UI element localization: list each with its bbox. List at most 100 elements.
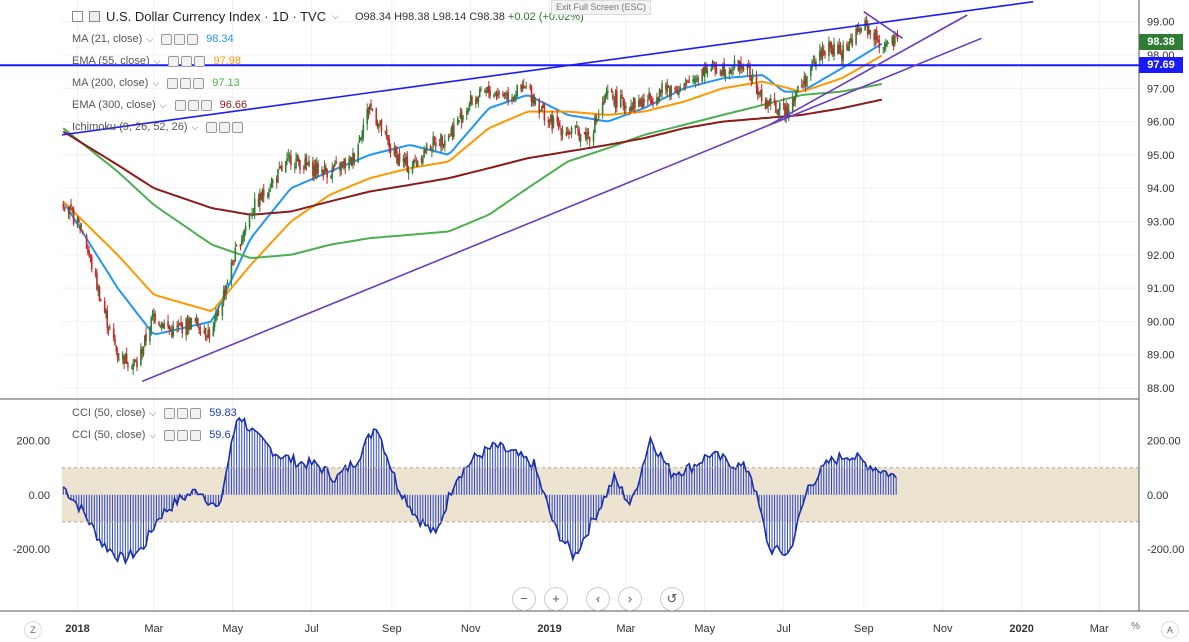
close-icon[interactable] bbox=[190, 429, 202, 441]
timezone-button[interactable]: Z bbox=[24, 621, 42, 639]
indicator-legend-row[interactable]: CCI (50, close) ⌵ 59.83 bbox=[72, 407, 237, 419]
candle-body bbox=[370, 104, 372, 107]
scroll-forward-button[interactable]: › bbox=[618, 587, 642, 611]
indicator-legend-row[interactable]: EMA (300, close) ⌵ 96.66 bbox=[72, 99, 247, 111]
chevron-down-icon[interactable]: ⌵ bbox=[149, 429, 157, 440]
candle-body bbox=[892, 37, 895, 46]
chevron-down-icon[interactable]: ⌵ bbox=[149, 407, 157, 418]
candle-body bbox=[420, 158, 423, 163]
cci-overbought-oversold-band bbox=[62, 467, 1139, 522]
close-icon[interactable] bbox=[193, 77, 205, 89]
candle-body bbox=[764, 101, 767, 109]
chevron-down-icon[interactable]: ⌵ bbox=[191, 121, 199, 132]
settings-icon[interactable] bbox=[180, 77, 192, 89]
indicator-control-icons[interactable] bbox=[206, 121, 244, 133]
chevron-down-icon[interactable]: ⌵ bbox=[152, 77, 160, 88]
candle-body bbox=[371, 108, 374, 111]
candle-body bbox=[821, 48, 824, 59]
chevron-down-icon[interactable]: ⌵ bbox=[153, 55, 161, 66]
reset-chart-button[interactable]: ↺ bbox=[660, 587, 684, 611]
candle-body bbox=[515, 96, 517, 98]
indicator-control-icons[interactable] bbox=[168, 55, 206, 67]
eye-icon[interactable] bbox=[164, 429, 176, 441]
candle-body bbox=[425, 143, 428, 151]
zoom-out-button[interactable]: − bbox=[512, 587, 536, 611]
scroll-back-button[interactable]: ‹ bbox=[586, 587, 610, 611]
candle-body bbox=[97, 286, 100, 292]
settings-icon[interactable] bbox=[174, 33, 186, 45]
candle-body bbox=[703, 66, 706, 78]
candle-body bbox=[358, 136, 361, 143]
indicator-legend-row[interactable]: EMA (55, close) ⌵ 97.98 bbox=[72, 55, 241, 67]
candle-body bbox=[331, 167, 334, 178]
close-icon[interactable] bbox=[194, 55, 206, 67]
auto-scale-button[interactable]: A bbox=[1161, 621, 1179, 639]
candle-body bbox=[194, 319, 197, 321]
candle-body bbox=[592, 133, 595, 142]
candle-body bbox=[62, 203, 65, 208]
symbol-title[interactable]: U.S. Dollar Currency Index · 1D · TVC bbox=[106, 9, 327, 24]
candle-body bbox=[296, 155, 299, 161]
settings-icon[interactable] bbox=[177, 429, 189, 441]
eye-icon[interactable] bbox=[174, 99, 186, 111]
eye-icon[interactable] bbox=[206, 121, 218, 133]
candle-body bbox=[614, 92, 617, 107]
candle-body bbox=[243, 229, 246, 237]
cci-axis: 200.00 200.00 0.00 0.00 -200.00 -200.00 bbox=[13, 436, 1185, 556]
candle-body bbox=[268, 192, 270, 197]
candle-body bbox=[387, 134, 389, 141]
candle-body bbox=[568, 130, 570, 135]
candle-body bbox=[601, 102, 604, 114]
candle-body bbox=[348, 158, 350, 169]
chevron-down-icon[interactable]: ⌵ bbox=[146, 33, 154, 44]
close-icon[interactable] bbox=[232, 121, 244, 133]
candle-body bbox=[330, 176, 332, 179]
percent-scale-button[interactable]: % bbox=[1131, 621, 1140, 632]
candle-body bbox=[676, 92, 679, 95]
candle-body bbox=[453, 124, 455, 137]
indicator-control-icons[interactable] bbox=[161, 33, 199, 45]
price-candles bbox=[62, 15, 899, 375]
candle-body bbox=[756, 87, 759, 96]
eye-icon[interactable] bbox=[161, 33, 173, 45]
close-icon[interactable] bbox=[200, 99, 212, 111]
candle-body bbox=[253, 198, 256, 213]
indicator-control-icons[interactable] bbox=[174, 99, 212, 111]
settings-icon[interactable] bbox=[187, 99, 199, 111]
candle-body bbox=[222, 290, 225, 302]
eye-icon[interactable] bbox=[168, 55, 180, 67]
candle-body bbox=[109, 326, 111, 328]
candle-body bbox=[203, 330, 206, 333]
zoom-in-button[interactable]: + bbox=[544, 587, 568, 611]
candle-body bbox=[81, 231, 84, 234]
candle-body bbox=[634, 99, 636, 109]
price-tick-label: 88.00 bbox=[1147, 383, 1175, 395]
indicator-control-icons[interactable] bbox=[164, 407, 202, 419]
chevron-down-icon[interactable]: ⌵ bbox=[332, 11, 339, 21]
indicator-control-icons[interactable] bbox=[167, 77, 205, 89]
indicator-legend-row[interactable]: CCI (50, close) ⌵ 59.6 bbox=[72, 429, 231, 441]
settings-icon[interactable] bbox=[177, 407, 189, 419]
candle-body bbox=[433, 138, 436, 140]
indicator-legend-row[interactable]: MA (21, close) ⌵ 98.34 bbox=[72, 33, 234, 45]
eye-icon[interactable] bbox=[164, 407, 176, 419]
indicator-control-icons[interactable] bbox=[164, 429, 202, 441]
price-tick-label: 96.00 bbox=[1147, 117, 1175, 129]
candle-body bbox=[431, 148, 433, 152]
candle-body bbox=[441, 136, 444, 146]
close-icon[interactable] bbox=[187, 33, 199, 45]
settings-icon[interactable] bbox=[219, 121, 231, 133]
eye-icon[interactable] bbox=[167, 77, 179, 89]
candle-body bbox=[857, 28, 860, 32]
indicator-legend-row[interactable]: MA (200, close) ⌵ 97.13 bbox=[72, 77, 240, 89]
candle-body bbox=[524, 87, 526, 89]
exit-fullscreen-hint[interactable]: Exit Full Screen (ESC) bbox=[551, 0, 652, 15]
close-icon[interactable] bbox=[190, 407, 202, 419]
settings-icon[interactable] bbox=[181, 55, 193, 67]
candle-body bbox=[168, 325, 171, 329]
indicator-legend-row[interactable]: Ichimoku (9, 26, 52, 26) ⌵ bbox=[72, 121, 251, 133]
candle-body bbox=[414, 160, 416, 162]
chevron-down-icon[interactable]: ⌵ bbox=[159, 99, 167, 110]
candle-body bbox=[181, 323, 184, 334]
